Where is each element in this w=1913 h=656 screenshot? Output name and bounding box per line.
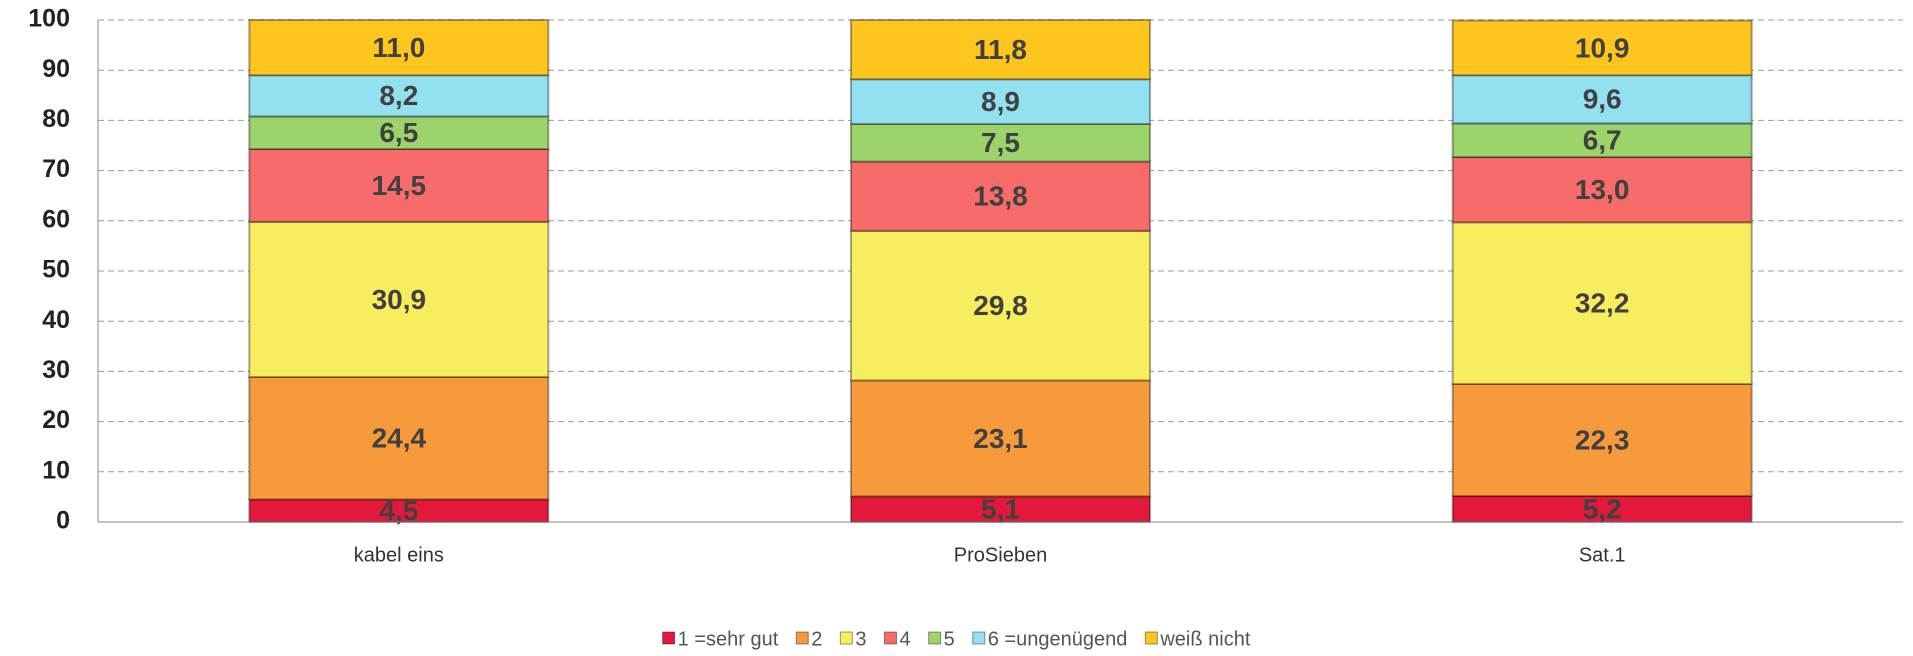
y-tick-label: 40 [42,306,70,334]
legend-swatch [795,631,809,645]
value-label: 5,1 [981,494,1020,525]
x-tick-label: ProSieben [954,544,1047,566]
value-label: 8,2 [379,80,418,111]
legend-swatch [839,631,853,645]
x-tick-label: kabel eins [354,544,444,566]
y-tick-label: 80 [42,105,70,133]
y-tick-label: 60 [42,205,70,233]
y-tick-label: 100 [28,5,70,33]
value-label: 5,2 [1583,493,1622,524]
legend-swatch [1144,631,1158,645]
value-label: 30,9 [372,284,427,315]
y-tick-label: 10 [42,456,70,484]
value-label: 6,5 [379,117,418,148]
legend-swatch [972,631,986,645]
value-label: 8,9 [981,86,1020,117]
bar-segment [1451,382,1753,497]
bar-segment [850,78,1151,125]
legend-label: 3 [855,628,866,650]
legend-label: 4 [900,628,911,650]
bar-segment [1451,221,1753,385]
bar-segment [1451,122,1753,159]
value-label: 14,5 [372,170,427,201]
value-label: 6,7 [1583,125,1622,156]
y-tick-label: 90 [42,55,70,83]
bar-segment [248,220,550,378]
bar-segment [850,229,1151,382]
bar-segment [850,379,1151,498]
y-tick-label: 20 [42,406,70,434]
bar-segment [248,375,550,501]
value-label: 29,8 [973,290,1028,321]
value-label: 7,5 [981,127,1020,158]
bar-segment [248,115,550,151]
value-label: 23,1 [973,423,1028,454]
legend-label: 1 =sehr gut [678,628,779,650]
value-label: 24,4 [372,423,427,454]
value-label: 10,9 [1575,32,1630,63]
bar-segment [1451,19,1753,77]
y-tick-label: 30 [42,356,70,384]
legend-swatch [928,631,942,645]
value-label: 9,6 [1583,84,1622,115]
value-label: 11,0 [372,32,425,63]
bar-segment [248,19,550,77]
legend-swatch [662,631,676,645]
bar-segment [248,148,550,223]
legend-swatch [884,631,897,645]
value-label: 13,0 [1575,174,1630,205]
value-label: 13,8 [973,181,1028,212]
value-label: 22,3 [1575,424,1630,455]
legend-label: 2 [811,628,822,650]
legend-label: weiß nicht [1159,628,1250,650]
x-tick-label: Sat.1 [1579,544,1626,566]
y-tick-label: 50 [42,256,70,284]
y-tick-label: 0 [56,507,70,535]
legend-label: 5 [944,628,955,650]
bar-segment [1451,156,1753,224]
bar-segment [248,74,550,118]
bar-segment [1451,74,1753,125]
value-label: 4,5 [379,495,418,526]
legend-label: 6 =ungenügend [988,628,1128,650]
bar-segment [850,160,1151,232]
value-label: 32,2 [1575,288,1630,319]
bar-segment [850,19,1151,81]
y-tick-label: 70 [42,155,70,183]
value-label: 11,8 [974,34,1027,65]
